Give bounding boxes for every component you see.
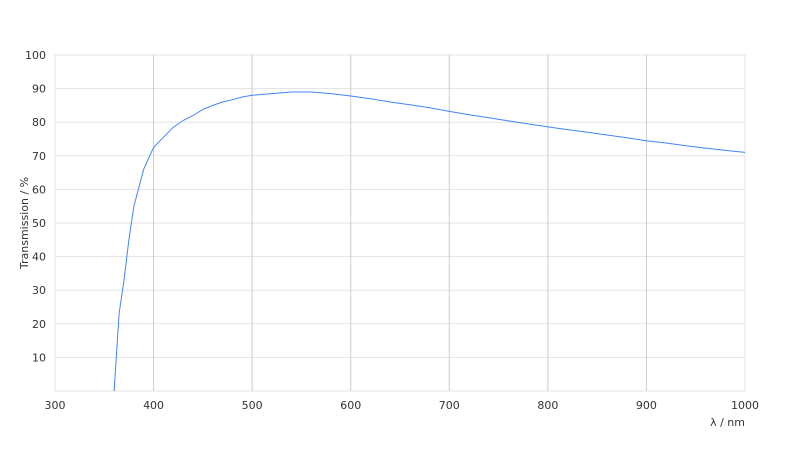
transmission-series-line (113, 91, 746, 392)
y-tick-label: 20 (32, 318, 46, 331)
tick-labels: 10 20 30 40 50 60 70 80 90 100 300 400 500 600 700 800 9… (25, 49, 759, 412)
x-tick-label: 400 (143, 399, 164, 412)
x-tick-label: 1000 (731, 399, 759, 412)
x-axis-label: λ / nm (710, 416, 745, 429)
x-tick-label: 300 (45, 399, 66, 412)
x-tick-label: 500 (242, 399, 263, 412)
y-tick-label: 70 (32, 150, 46, 163)
grid (54, 54, 746, 392)
y-tick-label: 10 (32, 351, 46, 364)
x-tick-label: 600 (340, 399, 361, 412)
y-tick-label: 50 (32, 217, 46, 230)
x-tick-label: 700 (439, 399, 460, 412)
y-axis-label: Transmission / % (18, 177, 31, 270)
y-tick-label: 90 (32, 83, 46, 96)
y-tick-label: 80 (32, 116, 46, 129)
x-tick-label: 900 (636, 399, 657, 412)
y-tick-label: 60 (32, 183, 46, 196)
y-tick-label: 40 (32, 251, 46, 264)
x-tick-label: 800 (537, 399, 558, 412)
y-tick-label: 30 (32, 284, 46, 297)
y-tick-label: 100 (25, 49, 46, 62)
